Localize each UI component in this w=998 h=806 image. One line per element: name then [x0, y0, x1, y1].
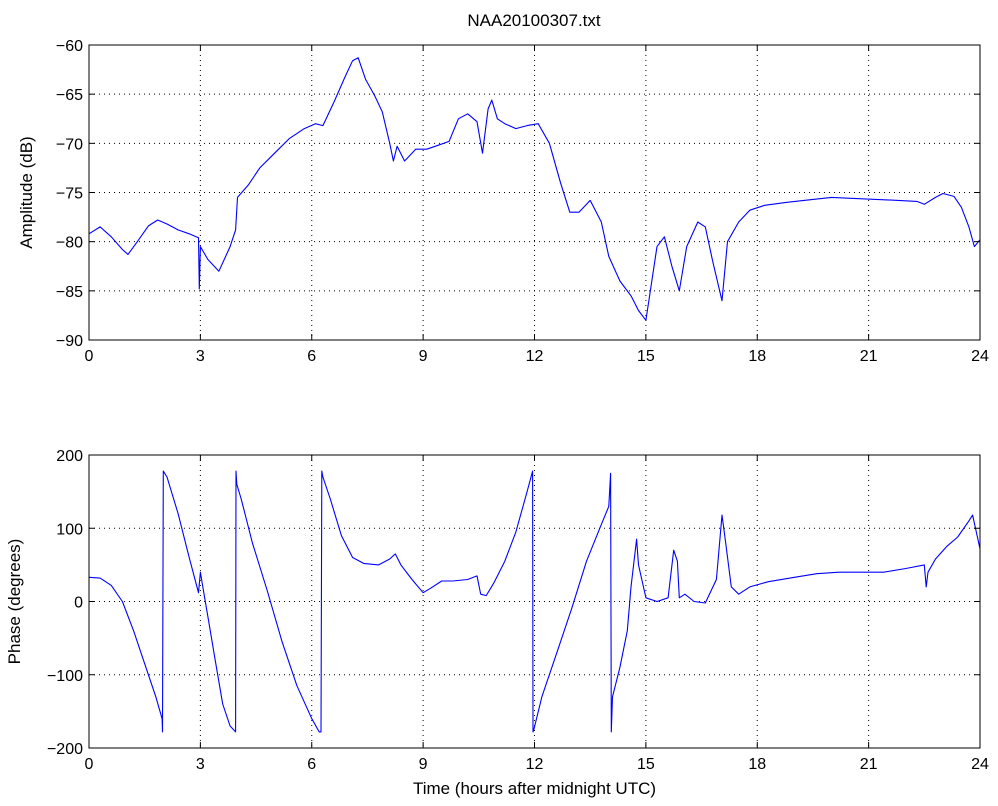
- x-tick-label: 21: [860, 348, 878, 365]
- x-tick-label: 6: [307, 756, 316, 773]
- chart-title: NAA20100307.txt: [467, 11, 601, 30]
- x-tick-label: 15: [637, 756, 655, 773]
- y-tick-label: −70: [56, 136, 83, 153]
- y-tick-label: 100: [56, 521, 83, 538]
- x-tick-label: 24: [971, 756, 989, 773]
- y-tick-label: −75: [56, 186, 83, 203]
- x-tick-label: 24: [971, 348, 989, 365]
- y-tick-label: −100: [47, 668, 83, 685]
- x-tick-label: 6: [307, 348, 316, 365]
- y-axis-label: Phase (degrees): [5, 539, 24, 665]
- x-tick-label: 21: [860, 756, 878, 773]
- x-tick-label: 3: [196, 348, 205, 365]
- x-tick-label: 18: [748, 348, 766, 365]
- y-tick-label: −85: [56, 284, 83, 301]
- x-tick-label: 12: [526, 348, 544, 365]
- phase-panel: 0 3 6 9 12 15 18 21 24 −200 −100 0 100 200 Phase (degr…: [5, 448, 989, 798]
- x-tick-label: 3: [196, 756, 205, 773]
- x-axis-label: Time (hours after midnight UTC): [413, 779, 656, 798]
- x-tick-label: 12: [526, 756, 544, 773]
- y-tick-label: −60: [56, 38, 83, 55]
- y-tick-label: −65: [56, 87, 83, 104]
- x-tick-label: 9: [419, 348, 428, 365]
- y-tick-label: 0: [74, 595, 83, 612]
- y-tick-label: −90: [56, 333, 83, 350]
- x-tick-label: 9: [419, 756, 428, 773]
- x-tick-label: 0: [85, 756, 94, 773]
- y-axis-label: Amplitude (dB): [17, 136, 36, 248]
- x-tick-label: 18: [748, 756, 766, 773]
- amplitude-plot-series-line: [88, 57, 981, 321]
- phase-plot-series-line: [88, 470, 981, 733]
- y-tick-label: −80: [56, 235, 83, 252]
- y-tick-label: −200: [47, 741, 83, 758]
- y-tick-label: 200: [56, 448, 83, 465]
- amplitude-panel: 0 3 6 9 12 15 18 21 24 −90 −85 −80 −75 −70 −65 −60 Ampli…: [17, 38, 989, 365]
- x-tick-label: 0: [85, 348, 94, 365]
- x-tick-label: 15: [637, 348, 655, 365]
